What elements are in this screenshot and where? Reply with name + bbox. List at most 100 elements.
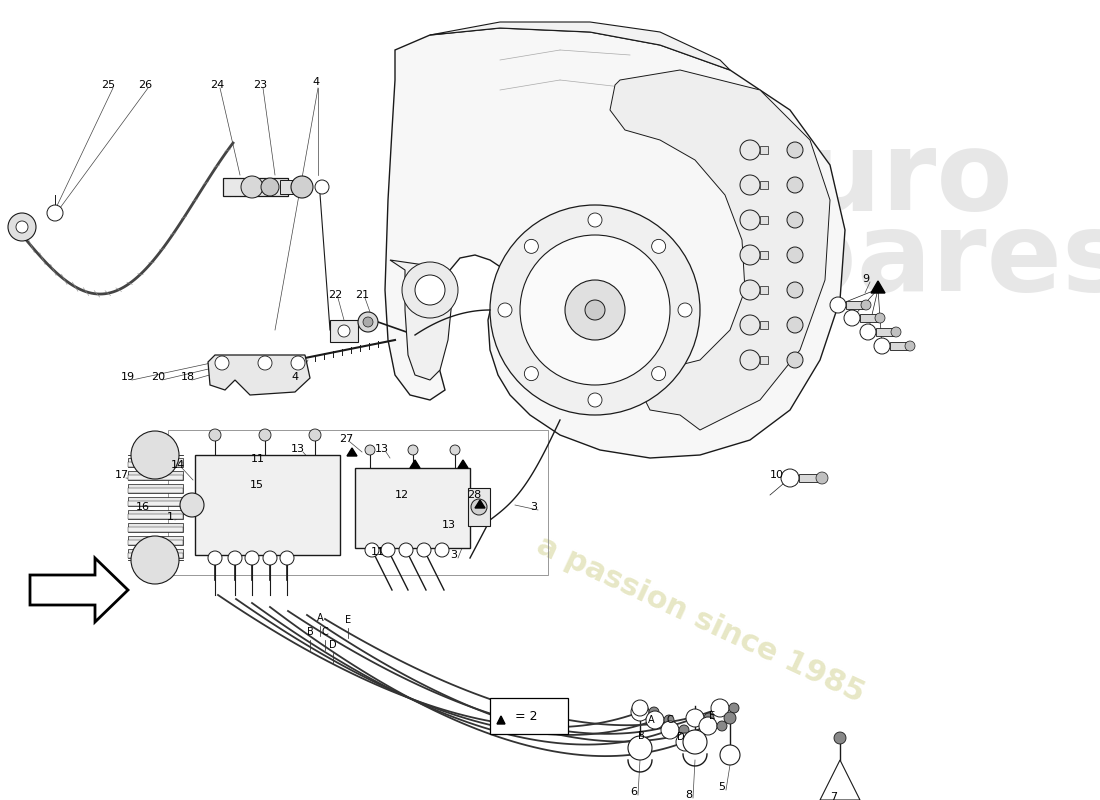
Circle shape bbox=[834, 732, 846, 744]
Text: 1: 1 bbox=[166, 512, 174, 522]
Circle shape bbox=[740, 245, 760, 265]
Text: = 2: = 2 bbox=[515, 710, 538, 722]
Circle shape bbox=[588, 213, 602, 227]
Circle shape bbox=[365, 445, 375, 455]
Circle shape bbox=[740, 210, 760, 230]
Bar bbox=[128, 462, 183, 467]
Circle shape bbox=[631, 703, 649, 721]
Text: 14: 14 bbox=[170, 460, 185, 470]
Bar bbox=[760, 356, 768, 364]
Text: 18: 18 bbox=[180, 372, 195, 382]
Circle shape bbox=[729, 703, 739, 713]
Circle shape bbox=[679, 725, 689, 735]
Circle shape bbox=[588, 393, 602, 407]
Circle shape bbox=[261, 178, 279, 196]
Bar bbox=[128, 501, 183, 506]
Circle shape bbox=[786, 282, 803, 298]
Bar bbox=[128, 514, 183, 519]
Circle shape bbox=[646, 711, 664, 729]
Text: 4: 4 bbox=[292, 372, 298, 382]
Text: 24: 24 bbox=[210, 80, 224, 90]
Circle shape bbox=[131, 431, 179, 479]
Bar bbox=[128, 510, 183, 519]
Circle shape bbox=[498, 303, 512, 317]
Circle shape bbox=[694, 737, 704, 747]
Bar bbox=[128, 471, 183, 480]
Polygon shape bbox=[475, 500, 485, 508]
Text: 5: 5 bbox=[718, 782, 726, 792]
Text: A: A bbox=[317, 613, 323, 623]
Circle shape bbox=[525, 239, 538, 254]
Bar bbox=[168, 430, 548, 575]
Polygon shape bbox=[30, 558, 128, 622]
Circle shape bbox=[628, 736, 652, 760]
Circle shape bbox=[565, 280, 625, 340]
Circle shape bbox=[131, 536, 179, 584]
Text: E: E bbox=[708, 711, 715, 721]
Text: 23: 23 bbox=[253, 80, 267, 90]
Polygon shape bbox=[346, 448, 358, 456]
Bar bbox=[128, 458, 183, 467]
Bar bbox=[195, 455, 340, 555]
Circle shape bbox=[585, 300, 605, 320]
Text: 4: 4 bbox=[312, 77, 320, 87]
Circle shape bbox=[678, 303, 692, 317]
Bar bbox=[799, 474, 821, 482]
Text: D: D bbox=[678, 732, 685, 742]
Circle shape bbox=[844, 310, 860, 326]
Circle shape bbox=[434, 543, 449, 557]
Circle shape bbox=[632, 700, 648, 716]
Circle shape bbox=[740, 140, 760, 160]
Text: C: C bbox=[321, 627, 329, 637]
Polygon shape bbox=[410, 460, 420, 468]
Bar bbox=[128, 549, 183, 558]
Circle shape bbox=[8, 213, 36, 241]
Circle shape bbox=[651, 239, 666, 254]
Circle shape bbox=[740, 280, 760, 300]
Circle shape bbox=[208, 551, 222, 565]
Text: E: E bbox=[345, 615, 351, 625]
Circle shape bbox=[292, 356, 305, 370]
Bar bbox=[490, 698, 568, 734]
Text: 7: 7 bbox=[830, 792, 837, 800]
Text: 6: 6 bbox=[630, 787, 638, 797]
Text: a passion since 1985: a passion since 1985 bbox=[531, 531, 869, 709]
Circle shape bbox=[415, 275, 446, 305]
Circle shape bbox=[525, 366, 538, 381]
Circle shape bbox=[649, 707, 659, 717]
Text: 8: 8 bbox=[685, 790, 693, 800]
Text: C: C bbox=[667, 715, 673, 725]
Circle shape bbox=[520, 235, 670, 385]
Circle shape bbox=[724, 712, 736, 724]
Bar bbox=[355, 468, 470, 548]
Circle shape bbox=[651, 366, 666, 381]
Bar bbox=[760, 286, 768, 294]
Bar bbox=[876, 328, 894, 336]
Circle shape bbox=[408, 445, 418, 455]
Bar bbox=[760, 146, 768, 154]
Bar bbox=[128, 523, 183, 532]
Text: 3: 3 bbox=[530, 502, 538, 512]
Circle shape bbox=[402, 262, 458, 318]
Polygon shape bbox=[497, 716, 505, 724]
Circle shape bbox=[891, 327, 901, 337]
Circle shape bbox=[740, 175, 760, 195]
Circle shape bbox=[365, 543, 380, 557]
Bar bbox=[128, 475, 183, 480]
Circle shape bbox=[860, 324, 876, 340]
Circle shape bbox=[704, 713, 714, 723]
Text: 21: 21 bbox=[355, 290, 370, 300]
Circle shape bbox=[664, 715, 674, 725]
Bar bbox=[760, 251, 768, 259]
Circle shape bbox=[263, 551, 277, 565]
Circle shape bbox=[358, 312, 378, 332]
Circle shape bbox=[676, 733, 694, 751]
Polygon shape bbox=[430, 22, 730, 70]
Bar bbox=[128, 540, 183, 545]
Bar bbox=[760, 321, 768, 329]
Circle shape bbox=[786, 247, 803, 263]
Circle shape bbox=[781, 469, 799, 487]
Bar bbox=[280, 180, 300, 194]
Circle shape bbox=[180, 493, 204, 517]
Circle shape bbox=[228, 551, 242, 565]
